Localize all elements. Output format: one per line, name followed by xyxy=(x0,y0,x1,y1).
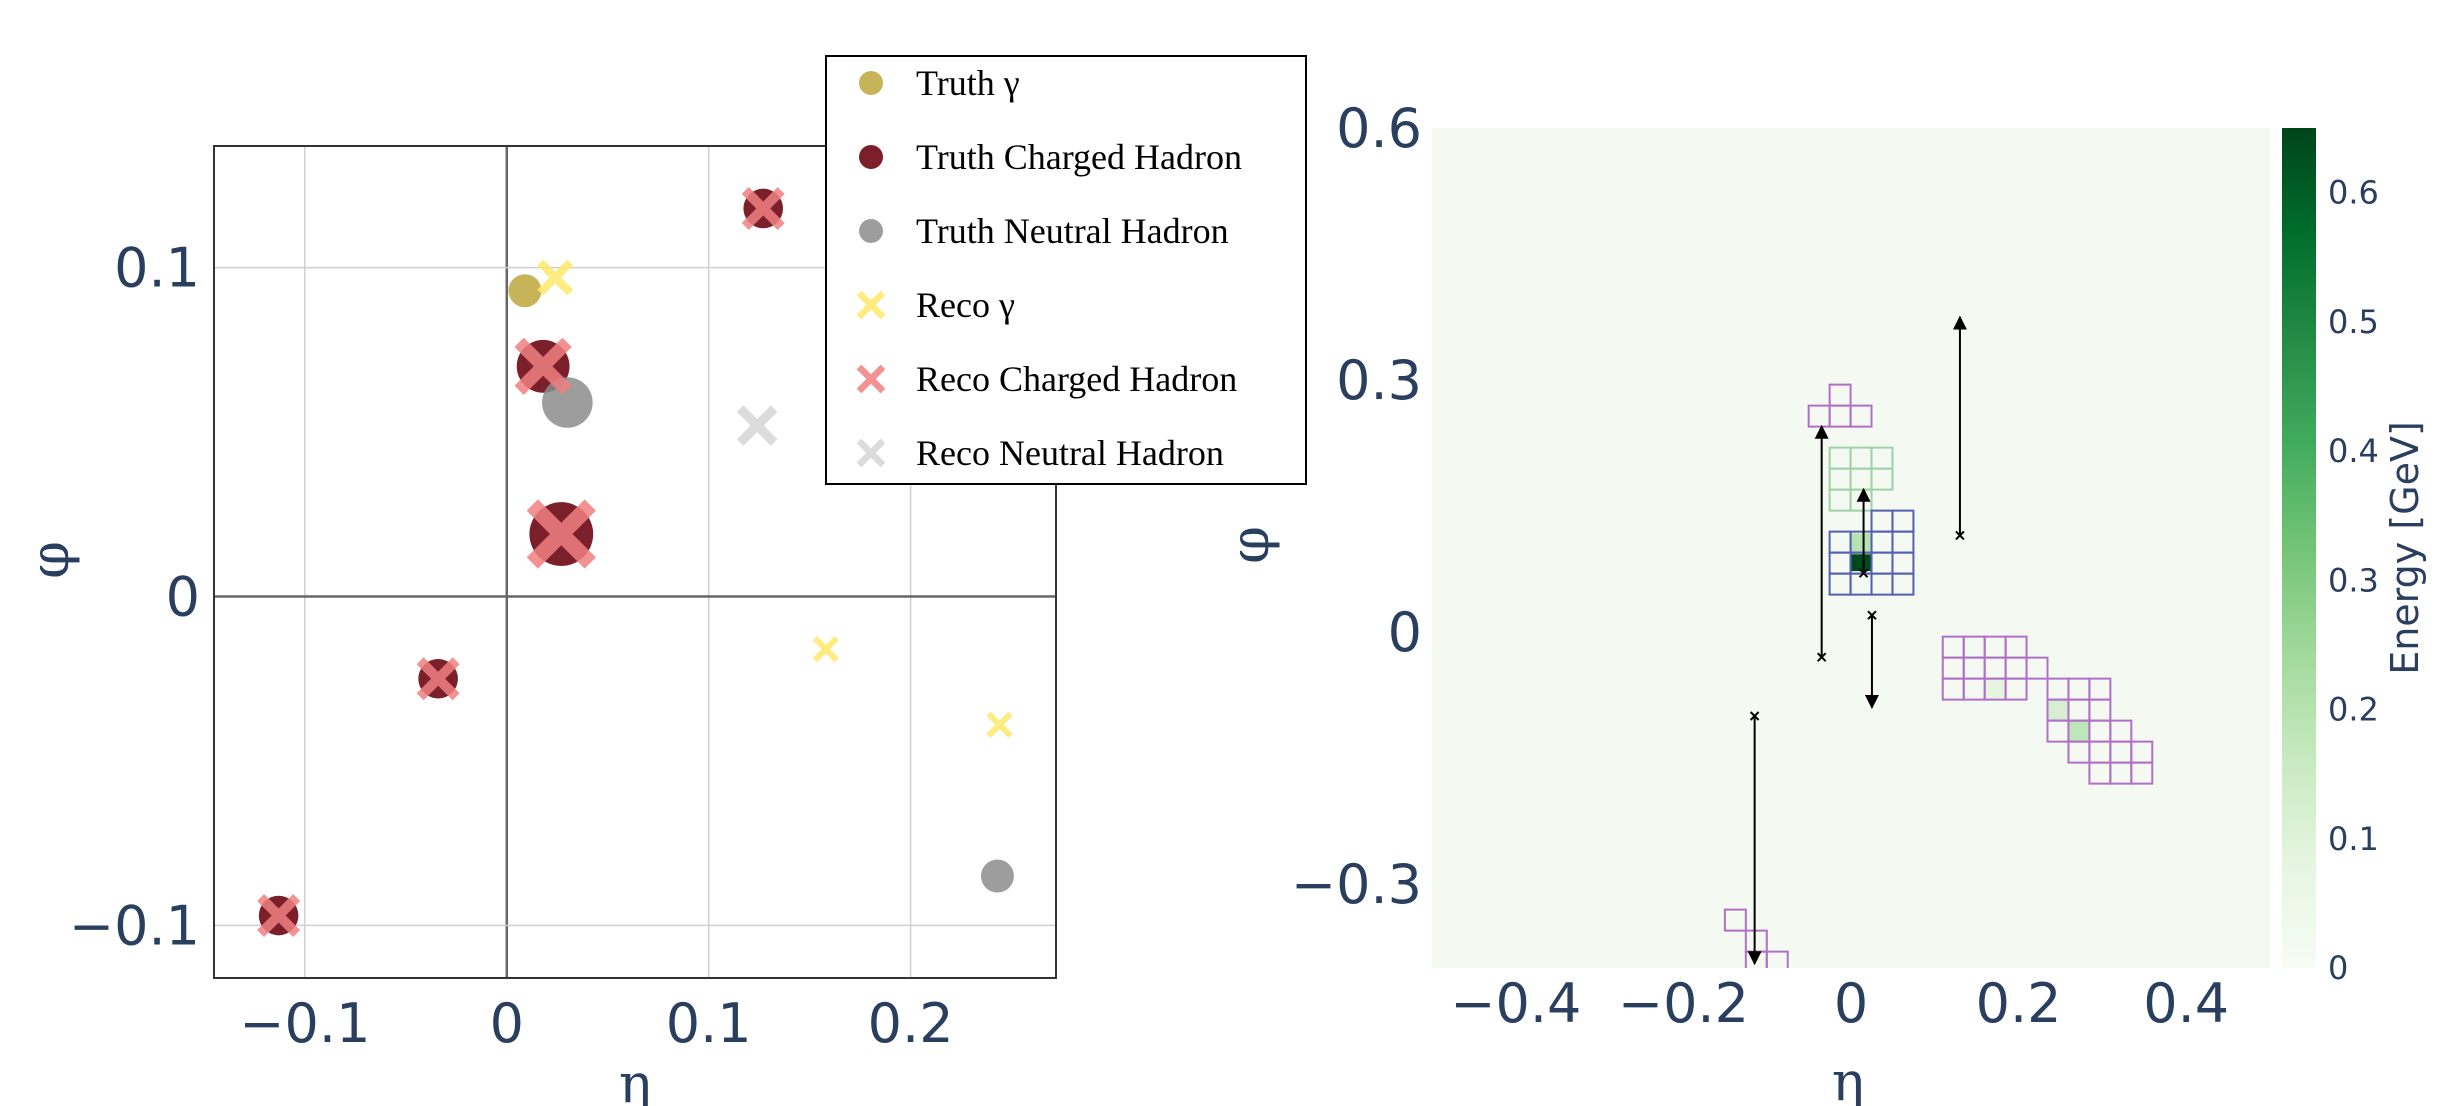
legend-item-truth-charged-hadron: Truth Charged Hadron xyxy=(859,137,1242,177)
colorbar-tick-label: 0 xyxy=(2328,949,2348,987)
heatmap-filled-cell xyxy=(1850,533,1872,555)
right-y-ticks: −0.3 0 0.3 0.6 xyxy=(1291,97,1422,916)
heatmap-cell-outline xyxy=(2004,677,2028,701)
legend-marker xyxy=(859,219,883,243)
right-y-axis-label: φ xyxy=(1218,526,1281,564)
colorbar-title: Energy [GeV] xyxy=(2383,421,2427,675)
right-heatmap-chart: −0.4 −0.2 0 0.2 0.4 −0.300.30.6 η φ 00.10.20… xyxy=(1218,97,2427,1106)
legend-label: Reco Neutral Hadron xyxy=(916,433,1224,473)
truth-point xyxy=(508,274,542,308)
reco-charged-hadron-point xyxy=(741,186,785,230)
reco-point xyxy=(986,711,1013,738)
heatmap-cell-outline xyxy=(1723,908,1747,932)
heatmap-cell-outline xyxy=(2130,761,2154,785)
legend-box xyxy=(825,55,1307,485)
track-arrow xyxy=(1856,487,1871,578)
left-y-ticks: −0.1 0 0.1 xyxy=(69,237,200,958)
truth-neutral-hadron-point xyxy=(542,377,593,428)
heatmap-cell-outline xyxy=(1870,467,1894,491)
left-x-ticks: −0.1 0 0.1 0.2 xyxy=(239,992,953,1055)
left-x-tick-label: −0.1 xyxy=(239,992,370,1055)
legend-label: Reco γ xyxy=(916,285,1015,325)
track-arrow xyxy=(1952,315,1967,541)
track-arrow xyxy=(1864,610,1879,709)
heatmap-cell-outline xyxy=(1765,950,1789,968)
left-scatter-chart: −0.1 0 0.1 0.2 −0.1 0 0.1 η φ xyxy=(18,145,1057,1106)
left-x-tick-label: 0.1 xyxy=(666,992,752,1055)
right-x-ticks: −0.4 −0.2 0 0.2 0.4 xyxy=(1450,972,2229,1035)
cell-group-layer-blue xyxy=(1828,509,1915,596)
left-x-axis-label: η xyxy=(619,1052,651,1106)
legend-marker xyxy=(859,145,883,169)
legend-label: Truth Neutral Hadron xyxy=(916,211,1229,251)
cell-group-layer-violet xyxy=(1723,383,2154,968)
left-y-tick-label: −0.1 xyxy=(69,894,200,957)
left-y-tick-label: 0 xyxy=(166,566,200,629)
heatmap-cell-outline xyxy=(1891,572,1915,596)
heatmap-arrows xyxy=(1747,315,1967,966)
legend-label: Truth γ xyxy=(916,63,1020,103)
right-x-tick-label: 0.4 xyxy=(2143,972,2229,1035)
colorbar-tick-label: 0.6 xyxy=(2328,174,2379,212)
legend-item-reco-charged-hadron: Reco Charged Hadron xyxy=(856,359,1237,399)
reco-neutral-hadron-point xyxy=(736,405,778,446)
colorbar-ticks: 0 0.1 0.2 0.3 0.4 0.5 0.6 xyxy=(2328,174,2379,987)
track-arrow xyxy=(1814,424,1829,662)
legend-marker xyxy=(856,438,886,468)
legend-label: Reco Charged Hadron xyxy=(916,359,1237,399)
reco-charged-hadron-point xyxy=(416,657,460,701)
right-x-axis-label: η xyxy=(1832,1050,1864,1106)
colorbar-tick-label: 0.4 xyxy=(2328,432,2379,470)
left-x-tick-label: 0 xyxy=(490,992,524,1055)
left-points xyxy=(257,186,1014,938)
heatmap-cell-outline xyxy=(1849,404,1873,428)
cell-group-layer-green xyxy=(1828,446,1894,512)
left-y-tick-label: 0.1 xyxy=(114,237,200,300)
colorbar: 0 0.1 0.2 0.3 0.4 0.5 0.6 Energy [GeV] xyxy=(2282,128,2427,987)
reco-charged-hadron-point xyxy=(514,337,572,395)
legend-marker xyxy=(859,71,883,95)
right-y-tick-label: 0.3 xyxy=(1336,349,1422,412)
reco-point xyxy=(537,259,574,296)
legend-label: Truth Charged Hadron xyxy=(916,137,1242,177)
legend-item-truth: Truth γ xyxy=(859,63,1020,103)
reco-point xyxy=(812,636,839,663)
right-y-tick-label: 0.6 xyxy=(1336,97,1422,160)
left-plot-frame xyxy=(213,145,1057,979)
legend-item-truth-neutral-hadron: Truth Neutral Hadron xyxy=(859,211,1229,251)
colorbar-tick-label: 0.5 xyxy=(2328,303,2379,341)
legend: Truth γ Truth Charged Hadron Truth Neutral… xyxy=(825,55,1307,485)
right-x-tick-label: 0.2 xyxy=(1976,972,2062,1035)
legend-item-reco-neutral-hadron: Reco Neutral Hadron xyxy=(856,433,1224,473)
colorbar-tick-label: 0.2 xyxy=(2328,691,2379,729)
colorbar-tick-label: 0.1 xyxy=(2328,820,2379,858)
heatmap-filled-cell xyxy=(2047,699,2069,721)
legend-item-reco: Reco γ xyxy=(856,285,1015,325)
left-y-axis-label: φ xyxy=(18,541,81,579)
right-x-tick-label: 0 xyxy=(1834,972,1868,1035)
legend-marker xyxy=(856,290,886,320)
legend-marker xyxy=(856,364,886,394)
heatmap-filled-cell xyxy=(1984,678,2006,700)
reco-charged-hadron-point xyxy=(257,894,301,938)
right-y-tick-label: 0 xyxy=(1388,601,1422,664)
heatmap-cells xyxy=(1723,383,2154,968)
left-x-tick-label: 0.2 xyxy=(868,992,954,1055)
colorbar-tick-label: 0.3 xyxy=(2328,561,2379,599)
right-x-tick-label: −0.4 xyxy=(1450,972,1581,1035)
heatmap-filled-cell xyxy=(1850,550,1872,572)
colorbar-gradient xyxy=(2282,128,2316,968)
right-y-tick-label: −0.3 xyxy=(1291,853,1422,916)
reco-charged-hadron-point xyxy=(526,499,596,569)
right-x-tick-label: −0.2 xyxy=(1618,972,1749,1035)
heatmap-filled-cell xyxy=(2068,720,2090,742)
heatmap-cell-outline xyxy=(2025,656,2049,680)
truth-neutral-hadron-point xyxy=(980,859,1014,893)
track-arrow xyxy=(1747,711,1762,966)
